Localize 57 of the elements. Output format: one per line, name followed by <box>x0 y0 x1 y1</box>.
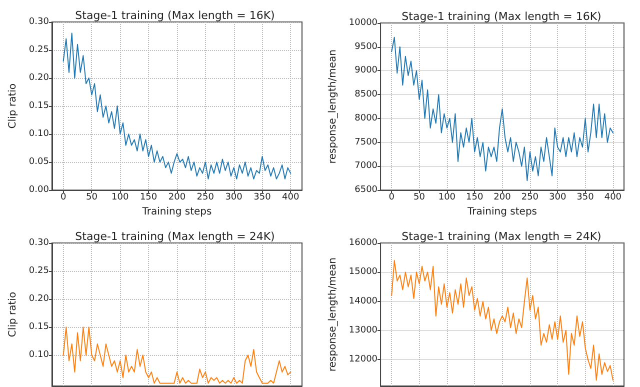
y-tick-label: 15000 <box>348 267 378 278</box>
x-axis-title: Training steps <box>141 206 212 218</box>
y-tick-label: 0.00 <box>28 185 50 196</box>
y-tick-label: 12000 <box>348 354 378 365</box>
y-axis-title: Clip ratio <box>8 292 18 338</box>
y-tick-label: 0.15 <box>28 322 49 332</box>
y-tick-label: 14000 <box>348 296 378 306</box>
x-tick-label: 100 <box>438 192 456 203</box>
line-series <box>62 32 292 180</box>
y-tick-label: 0.20 <box>28 73 50 84</box>
chart-title: Stage-1 training (Max length = 24K) <box>75 230 275 243</box>
chart-title: Stage-1 training (Max length = 24K) <box>402 230 602 243</box>
x-tick-label: 100 <box>112 192 129 203</box>
y-tick-label: 0.20 <box>28 294 50 304</box>
x-tick-label: 50 <box>414 192 426 203</box>
y-tick-label: 0.05 <box>28 157 49 168</box>
y-tick-label: 7500 <box>354 137 378 148</box>
x-tick-label: 150 <box>140 192 158 203</box>
chart-title: Stage-1 training (Max length = 16K) <box>402 10 602 23</box>
y-tick-label: 10000 <box>348 18 378 28</box>
x-tick-label: 400 <box>604 192 622 203</box>
y-tick-label: 9500 <box>354 42 378 52</box>
y-tick-label: 13000 <box>348 326 378 336</box>
y-axis-title: response_length/mean <box>328 257 338 372</box>
y-tick-label: 8500 <box>354 90 378 100</box>
y-tick-label: 0.10 <box>28 129 50 140</box>
line-series <box>391 260 614 381</box>
x-tick-label: 0 <box>388 192 395 203</box>
x-axis-title: Training steps <box>466 206 538 218</box>
x-tick-label: 250 <box>196 192 214 203</box>
x-tick-label: 300 <box>549 192 566 203</box>
line-series <box>62 326 292 384</box>
x-tick-label: 200 <box>494 192 512 203</box>
x-tick-label: 350 <box>576 192 594 203</box>
x-tick-label: 400 <box>282 192 300 203</box>
y-tick-label: 0.15 <box>28 101 49 112</box>
y-axis-title: response_length/mean <box>328 50 338 164</box>
x-tick-label: 50 <box>86 192 98 203</box>
y-tick-label: 7000 <box>354 161 378 172</box>
y-tick-label: 0.25 <box>28 266 49 276</box>
x-tick-label: 0 <box>60 192 66 203</box>
y-tick-label: 0.10 <box>28 350 50 360</box>
x-tick-label: 300 <box>225 192 243 203</box>
y-tick-label: 6500 <box>354 185 378 196</box>
y-tick-label: 0.25 <box>28 45 49 56</box>
y-tick-label: 16000 <box>348 238 378 248</box>
x-tick-label: 200 <box>168 192 186 203</box>
x-tick-label: 250 <box>521 192 539 203</box>
chart-title: Stage-1 training (Max length = 16K) <box>75 9 275 22</box>
x-tick-label: 150 <box>466 192 484 203</box>
y-tick-label: 0.30 <box>28 17 50 27</box>
y-axis-title: Clip ratio <box>8 83 18 129</box>
line-series <box>391 36 614 182</box>
y-tick-label: 8000 <box>354 113 378 124</box>
y-tick-label: 0.30 <box>28 238 50 248</box>
y-tick-label: 9000 <box>354 66 378 76</box>
x-tick-label: 350 <box>254 192 272 203</box>
